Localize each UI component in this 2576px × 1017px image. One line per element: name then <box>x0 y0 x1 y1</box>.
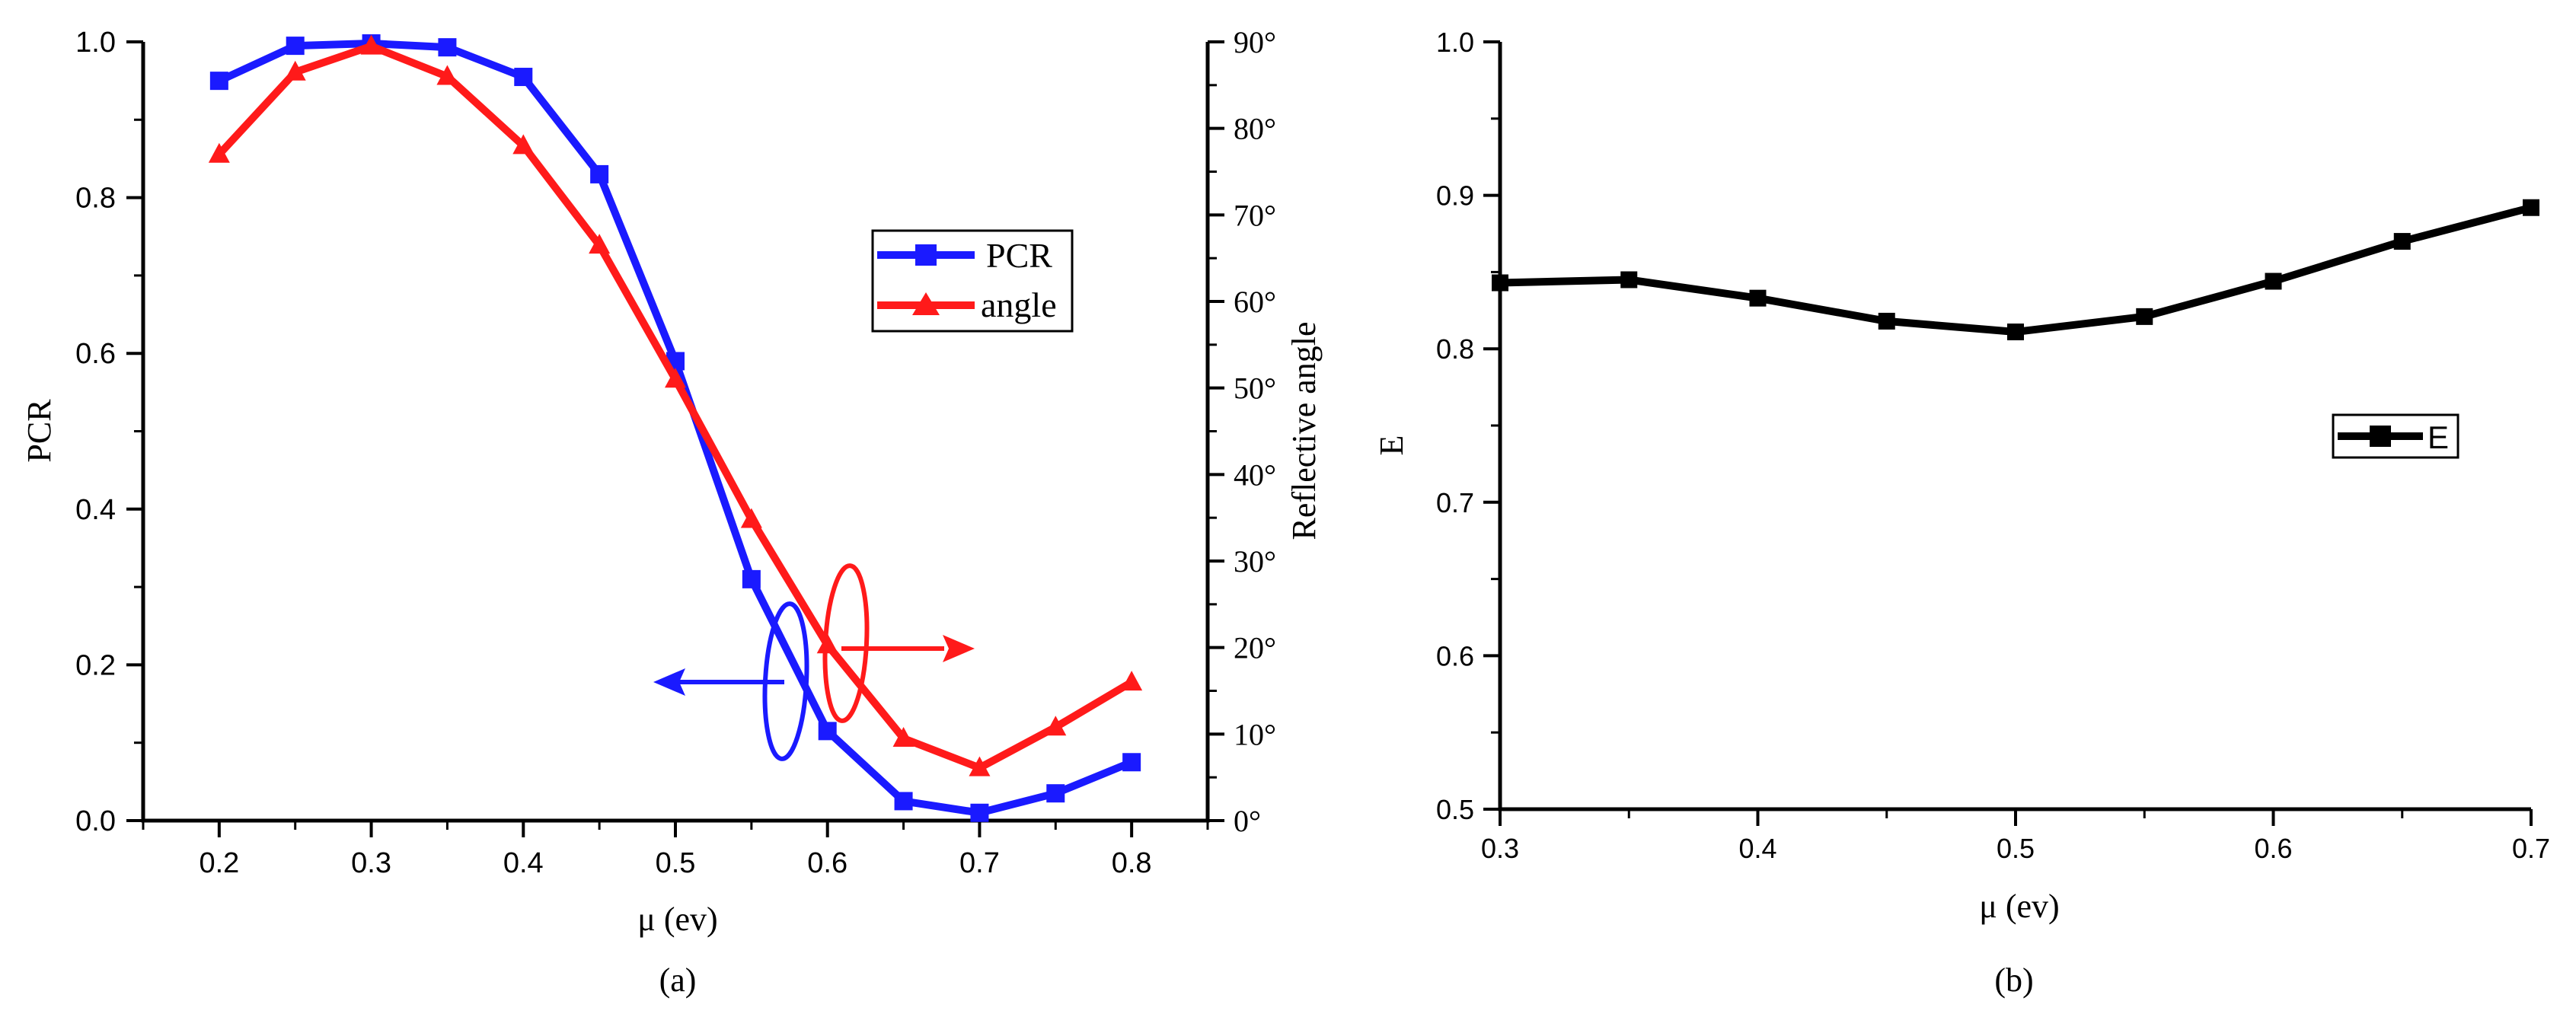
data-point-angle <box>589 234 611 254</box>
plot-axes-frame <box>1498 42 2531 811</box>
y-tick-label: 0.8 <box>75 183 116 215</box>
data-point-angle <box>208 142 230 163</box>
y2-tick-label: 40° <box>1234 457 1276 492</box>
y-axis-label: PCR <box>21 399 58 463</box>
series-group <box>1492 199 2539 341</box>
y-tick-label: 0.4 <box>75 494 116 526</box>
x-tick-label: 0.3 <box>1481 833 1519 864</box>
y-tick-label: 0.0 <box>75 805 116 837</box>
y-tick-label: 0.6 <box>75 338 116 370</box>
y2-tick-label: 20° <box>1234 631 1276 665</box>
chart-panel-b: 0.3 0.4 0.5 0.6 0.7 0.5 0.6 0.7 0.8 0.9 1.0 E μ (e… <box>1373 27 2550 999</box>
data-point-e <box>1749 289 1767 307</box>
data-point-angle <box>740 508 762 528</box>
data-point-pcr <box>970 803 989 822</box>
y-tick-label: 0.2 <box>75 649 116 681</box>
y-axis-label: E <box>1373 435 1410 456</box>
series-line-e <box>1499 203 2533 336</box>
x-tick-label: 0.7 <box>959 847 1000 879</box>
y2-tick-label: 0° <box>1234 804 1261 838</box>
panel-caption: (a) <box>659 961 697 999</box>
data-point-e <box>2007 324 2024 341</box>
data-point-pcr <box>742 569 761 588</box>
data-point-angle <box>1121 671 1143 691</box>
y2-tick-label: 60° <box>1234 285 1276 319</box>
y2-axis-label: Reflective angle <box>1285 321 1323 540</box>
data-point-pcr <box>438 38 457 57</box>
y2-tick-label: 70° <box>1234 198 1276 232</box>
data-point-pcr <box>818 722 837 741</box>
x-tick-label: 0.6 <box>807 847 847 879</box>
legend-entry-pcr: PCR <box>877 236 1052 275</box>
legend-entry-angle: angle <box>877 285 1057 324</box>
y-tick-label: 1.0 <box>75 27 116 59</box>
data-point-angle <box>1045 716 1067 736</box>
data-point-pcr <box>590 164 609 183</box>
y-tick-label: 0.5 <box>1436 794 1474 825</box>
chart-panel-a: 0.2 0.3 0.4 0.5 0.6 0.7 0.8 0.0 0.2 0.4 0.6 0.8 1.0 0… <box>21 25 1323 999</box>
data-point-pcr <box>1122 753 1141 772</box>
series-group <box>208 34 1143 822</box>
data-point-e <box>2136 308 2153 325</box>
legend: PCR angle <box>871 229 1074 333</box>
y2-tick-label: 30° <box>1234 544 1276 579</box>
data-point-e <box>2265 273 2282 290</box>
x-tick-label: 0.8 <box>1112 847 1152 879</box>
y2-tick-label: 90° <box>1234 25 1276 59</box>
legend-label-e: E <box>2428 419 2449 455</box>
data-point-pcr <box>286 37 305 56</box>
data-point-angle <box>436 65 458 85</box>
data-point-angle <box>969 756 991 776</box>
pcr-axis-indicator <box>653 601 809 761</box>
legend-entry-e: E <box>2338 419 2449 455</box>
x-axis-label: μ (ev) <box>1979 888 2059 925</box>
plot-axes-frame <box>141 42 1210 823</box>
x-tick-label: 0.5 <box>656 847 696 879</box>
data-point-e <box>1620 271 1638 289</box>
x-tick-label: 0.3 <box>351 847 391 879</box>
legend-label-pcr: PCR <box>986 236 1052 275</box>
y2-tick-label: 50° <box>1234 371 1276 406</box>
x-tick-label: 0.5 <box>1997 833 2035 864</box>
data-point-e <box>2393 233 2411 250</box>
y2-tick-label: 10° <box>1234 717 1276 751</box>
axis-ticks <box>126 40 1224 837</box>
data-point-angle <box>512 134 535 155</box>
x-tick-label: 0.4 <box>503 847 544 879</box>
data-point-angle <box>665 368 686 388</box>
data-point-e <box>2523 199 2539 216</box>
data-point-pcr <box>894 792 913 811</box>
x-tick-label: 0.6 <box>2254 833 2292 864</box>
y-tick-label: 0.9 <box>1436 180 1474 212</box>
y-tick-label: 0.6 <box>1436 640 1474 671</box>
data-point-angle <box>360 34 382 55</box>
legend-label-angle: angle <box>981 285 1057 324</box>
angle-axis-indicator <box>822 563 975 723</box>
data-point-pcr <box>209 72 228 91</box>
legend: E <box>2332 413 2459 459</box>
tick-labels: 0.3 0.4 0.5 0.6 0.7 0.5 0.6 0.7 0.8 0.9 1.0 <box>1436 27 2550 864</box>
y2-tick-label: 80° <box>1234 112 1276 146</box>
panel-caption: (b) <box>1994 961 2033 999</box>
y-tick-label: 1.0 <box>1436 27 1474 58</box>
x-tick-label: 0.4 <box>1738 833 1776 864</box>
data-point-e <box>1878 312 1895 330</box>
x-axis-label: μ (ev) <box>637 901 717 938</box>
data-point-pcr <box>514 68 533 87</box>
data-point-angle <box>284 60 306 81</box>
y-tick-label: 0.7 <box>1436 487 1474 518</box>
data-point-angle <box>892 727 915 748</box>
data-point-pcr <box>1046 784 1065 803</box>
series-line-angle <box>216 42 1134 772</box>
series-line-pcr <box>217 40 1134 817</box>
y-tick-label: 0.8 <box>1436 333 1474 365</box>
data-point-e <box>1492 274 1508 292</box>
tick-labels: 0.2 0.3 0.4 0.5 0.6 0.7 0.8 0.0 0.2 0.4 0.6 0.8 1.0 0… <box>75 25 1276 879</box>
x-tick-label: 0.7 <box>2512 833 2550 864</box>
x-tick-label: 0.2 <box>199 847 239 879</box>
